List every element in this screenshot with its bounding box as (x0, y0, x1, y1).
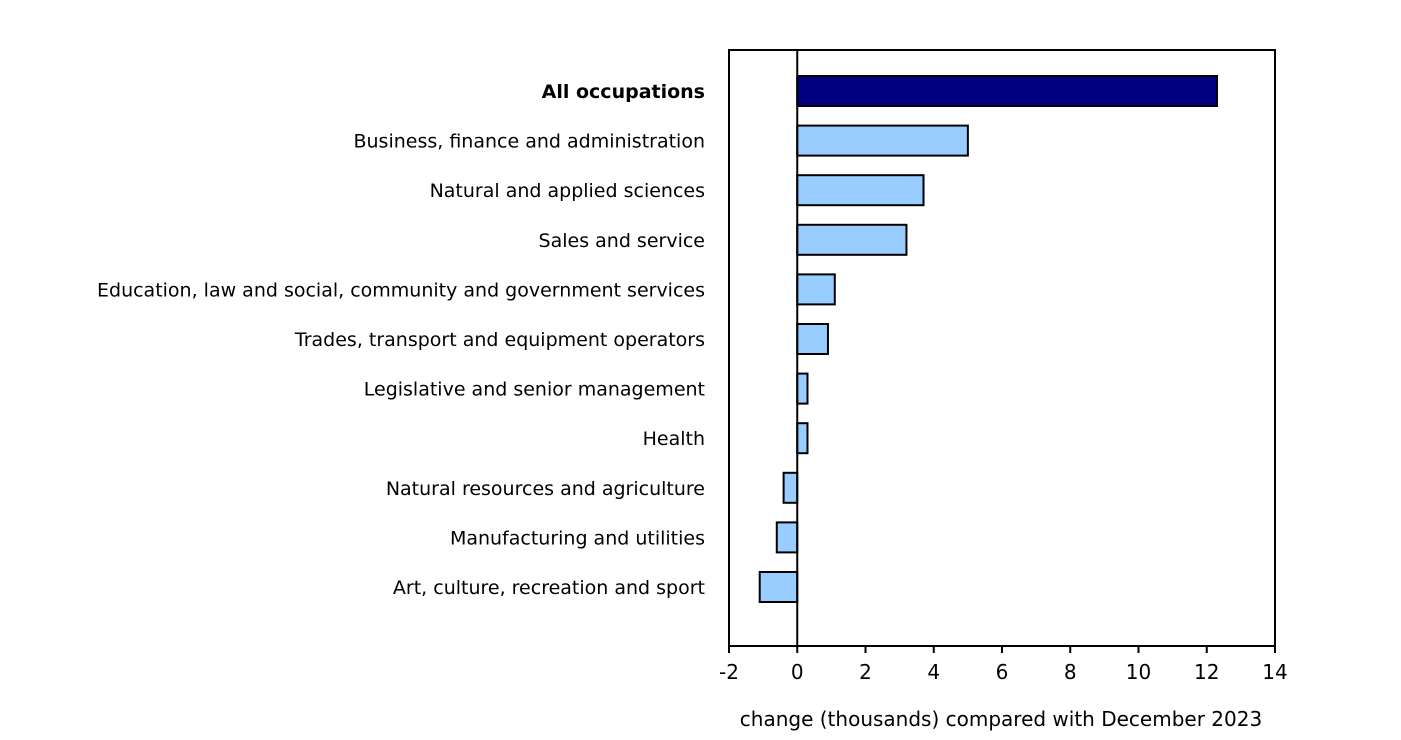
bar (796, 323, 829, 355)
category-label: Education, law and social, community and… (97, 279, 705, 301)
category-label: Natural resources and agriculture (386, 478, 705, 500)
category-label: Manufacturing and utilities (450, 527, 705, 549)
category-label: Art, culture, recreation and sport (393, 577, 705, 599)
x-tick-label: -2 (719, 660, 739, 684)
x-tick-label: 6 (996, 660, 1009, 684)
x-axis-label: change (thousands) compared with Decembe… (740, 707, 1262, 731)
plot-frame (728, 49, 1276, 647)
bar (796, 223, 908, 256)
bar (775, 521, 799, 554)
category-label: Natural and applied sciences (430, 180, 705, 202)
bar (796, 75, 1218, 107)
category-labels: All occupations Business, finance and adm… (97, 81, 705, 599)
bar (796, 372, 809, 405)
category-label: Legislative and senior management (364, 379, 705, 401)
x-tick-label: 10 (1126, 660, 1151, 684)
bars-group (758, 75, 1218, 603)
x-tick-label: 2 (859, 660, 872, 684)
bar (796, 124, 969, 157)
x-tick-label: 0 (791, 660, 804, 684)
category-label: Sales and service (539, 230, 705, 252)
bar (796, 273, 836, 306)
x-tick-label: 14 (1262, 660, 1287, 684)
category-label: Business, finance and administration (353, 131, 705, 153)
x-tick-label: 12 (1194, 660, 1219, 684)
bar (796, 174, 925, 207)
bar (796, 422, 809, 455)
x-tick-label: 8 (1064, 660, 1077, 684)
category-label: All occupations (542, 81, 705, 103)
bar (782, 471, 799, 504)
category-label: Health (643, 428, 705, 450)
category-label: Trades, transport and equipment operator… (294, 329, 705, 351)
x-tick-label: 4 (927, 660, 940, 684)
x-axis-ticks: -2 0 2 4 6 8 10 12 14 (719, 646, 1288, 684)
bar (758, 571, 799, 603)
